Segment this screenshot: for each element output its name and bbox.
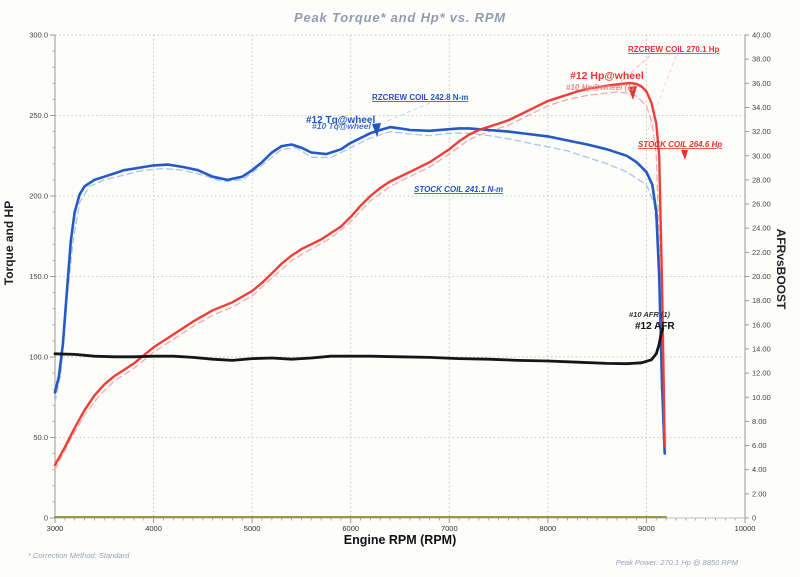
x-tick-label: 10000: [735, 524, 756, 533]
y-right-tick-label: 40.00: [752, 31, 771, 40]
x-tick-label: 7000: [441, 524, 458, 533]
y-right-tick-label: 24.00: [752, 224, 771, 233]
annotation-hp12-label: #12 Hp@wheel: [570, 70, 644, 82]
y-right-tick-label: 14.00: [752, 344, 771, 353]
peak-power-note: Peak Power: 270.1 Hp @ 8850 RPM: [615, 558, 738, 567]
y-left-tick-label: 200.0: [29, 192, 48, 201]
y-axis-right: 40.00 38.00 36.00 34.00 32.00 30.00 28.00 26.00…: [745, 31, 771, 523]
arrow-tq-arrow: [372, 123, 381, 137]
y-right-tick-label: 4.00: [752, 465, 767, 474]
y-left-tick-label: 150.0: [29, 272, 48, 281]
x-tick-label: 6000: [342, 524, 359, 533]
annotation-rzcrew-tq: RZCREW COIL 242.8 N-m: [372, 93, 468, 102]
y-left-tick-label: 50.0: [33, 433, 48, 442]
y-right-tick-label: 16.00: [752, 320, 771, 329]
grid: [55, 34, 745, 518]
y-right-tick-label: 26.00: [752, 200, 771, 209]
series-curves: [53, 81, 667, 518]
y-right-tick-label: 34.00: [752, 103, 771, 112]
x-tick-label: 8000: [540, 524, 557, 533]
y-right-tick-label: 20.00: [752, 272, 771, 281]
y-right-tick-label: 28.00: [752, 175, 771, 184]
annotation-afr12-label: #12 AFR: [635, 321, 675, 332]
annotation-rzcrew-hp: RZCREW COIL 270.1 Hp: [628, 45, 720, 54]
annotation-tq10-label: #10 Tq@wheel: [312, 121, 371, 131]
y-right-tick-label: 12.00: [752, 369, 771, 378]
annotation-hp10-label: #10 Hp@wheel (1): [566, 83, 635, 92]
x-tick-label: 9000: [638, 524, 655, 533]
annotation-afr10-label: #10 AFR (1): [629, 310, 670, 319]
y-right-tick-label: 36.00: [752, 79, 771, 88]
y-right-tick-label: 18.00: [752, 296, 771, 305]
series-afr12: [53, 327, 665, 366]
y-right-tick-label: 6.00: [752, 441, 767, 450]
annotation-tq12-label: #12 Tq@wheel: [306, 115, 375, 126]
y-right-tick-label: 2.00: [752, 489, 767, 498]
series-hp10: [54, 91, 662, 471]
x-tick-label: 4000: [145, 524, 162, 533]
y-left-tick-label: 250.0: [29, 111, 48, 120]
y-right-tick-label: 32.00: [752, 127, 771, 136]
x-tick-label: 5000: [244, 524, 261, 533]
y-left-tick-label: 0: [44, 514, 48, 523]
series-tq12: [53, 125, 666, 455]
y-right-tick-label: 30.00: [752, 151, 771, 160]
y-right-tick-label: 10.00: [752, 393, 771, 402]
x-tick-label: 3000: [47, 524, 64, 533]
series-tq10: [54, 130, 663, 403]
y-right-tick-label: 22.00: [752, 248, 771, 257]
annotation-stock-tq: STOCK COIL 241.1 N-m: [414, 185, 503, 194]
chart-title: Peak Torque* and Hp* vs. RPM: [294, 10, 506, 25]
x-axis-title: Engine RPM (RPM): [343, 533, 457, 547]
y-left-tick-label: 300.0: [29, 31, 48, 40]
y-right-tick-label: 38.00: [752, 55, 771, 64]
y-axis-left: 300.0 250.0 200.0 150.0 100.0 50.0 0: [29, 31, 55, 523]
arrow-stock-hp-arrow: [681, 150, 688, 160]
x-axis: 3000 4000 5000 6000 7000 8000 9000 10000: [47, 518, 756, 533]
correction-method-note: * Correction Method: Standard: [28, 551, 130, 560]
annotation-leaders: [384, 55, 677, 131]
y-right-tick-label: 0: [752, 514, 756, 523]
annotation-arrows: [372, 86, 688, 160]
arrow-hp-arrow: [628, 86, 637, 100]
series-hp12: [53, 81, 666, 467]
y-right-tick-label: 8.00: [752, 417, 767, 426]
y-left-tick-label: 100.0: [29, 353, 48, 362]
annotation-stock-hp: STOCK COIL 264.6 Hp: [638, 140, 722, 149]
annotations: RZCREW COIL 270.1 Hp #12 Hp@wheel#10 Hp@w…: [306, 45, 722, 332]
